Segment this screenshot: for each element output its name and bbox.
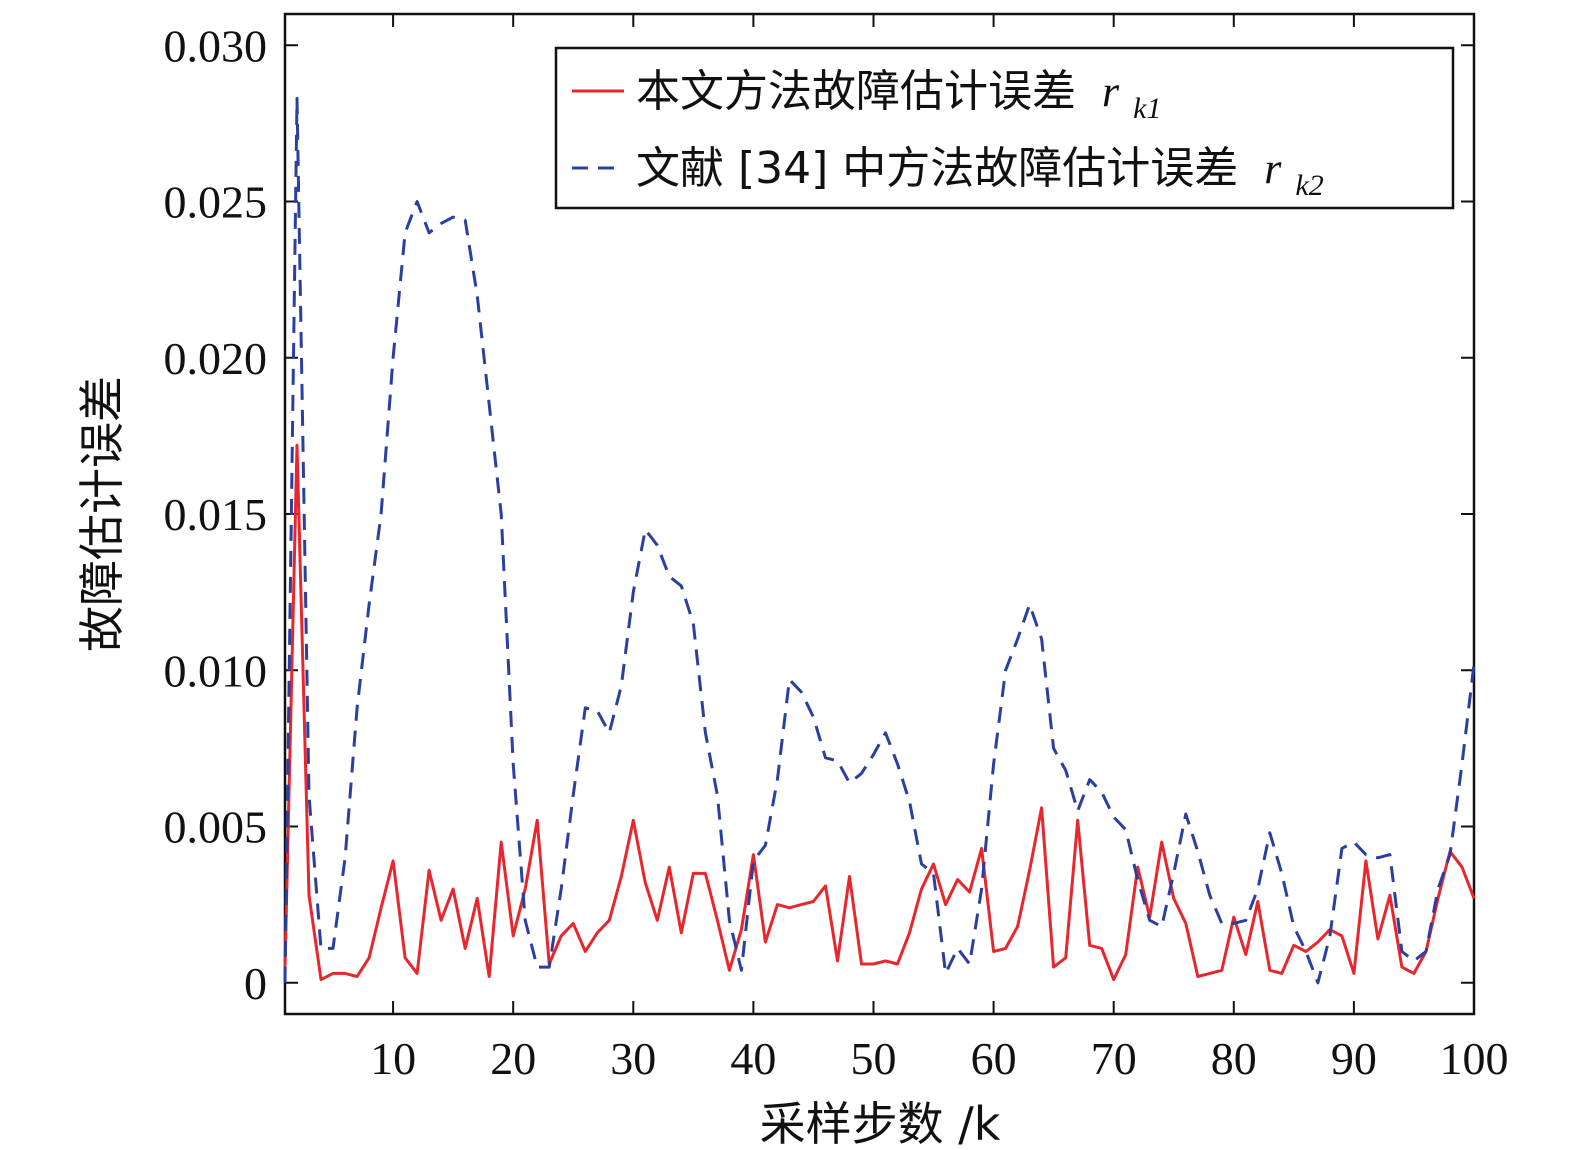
y-tick-labels: 0 0.005 0.010 0.015 0.020 0.025 0.030: [164, 20, 268, 1009]
y-tick-label: 0.005: [164, 802, 268, 853]
legend-symbol-series-2: r: [1264, 144, 1282, 193]
x-tick-label: 60: [971, 1033, 1017, 1084]
x-tick-label: 70: [1091, 1033, 1137, 1084]
legend: 本文方法故障估计误差 r k1 文献 [34] 中方法故障估计误差 r k2: [554, 46, 1455, 210]
legend-box: [554, 46, 1455, 210]
series-lines: [283, 96, 1476, 985]
series-line-2: [283, 96, 1476, 985]
x-tick-label: 80: [1211, 1033, 1257, 1084]
x-axis-label: 采样步数 /k: [760, 1097, 1001, 1150]
legend-subscript-series-1: k1: [1133, 92, 1161, 125]
x-tick-labels: 10 20 30 40 50 60 70 80 90 100: [370, 1033, 1508, 1084]
legend-label-series-1: 本文方法故障估计误差 r k1: [636, 66, 1161, 125]
legend-text-series-2: 文献 [34] 中方法故障估计误差: [636, 143, 1238, 194]
y-tick-label: 0.025: [164, 177, 268, 228]
x-tick-label: 90: [1331, 1033, 1377, 1084]
series-line-1: [283, 443, 1476, 982]
legend-text-series-1: 本文方法故障估计误差: [636, 66, 1076, 117]
y-axis-label: 故障估计误差: [75, 376, 129, 652]
x-tick-label: 100: [1440, 1033, 1509, 1084]
y-tick-label: 0.020: [164, 333, 268, 384]
x-tick-label: 10: [370, 1033, 416, 1084]
y-tick-label: 0: [244, 958, 267, 1009]
y-tick-label: 0.015: [164, 489, 268, 540]
x-tick-label: 30: [610, 1033, 656, 1084]
x-tick-label: 50: [850, 1033, 896, 1084]
legend-subscript-series-2: k2: [1295, 169, 1323, 202]
x-tick-label: 40: [730, 1033, 776, 1084]
axis-ticks: [285, 14, 1475, 1014]
y-tick-label: 0.010: [164, 645, 268, 696]
legend-label-series-2: 文献 [34] 中方法故障估计误差 r k2: [636, 143, 1324, 202]
y-tick-label: 0.030: [164, 20, 268, 71]
legend-symbol-series-1: r: [1102, 67, 1120, 116]
x-tick-label: 20: [490, 1033, 536, 1084]
